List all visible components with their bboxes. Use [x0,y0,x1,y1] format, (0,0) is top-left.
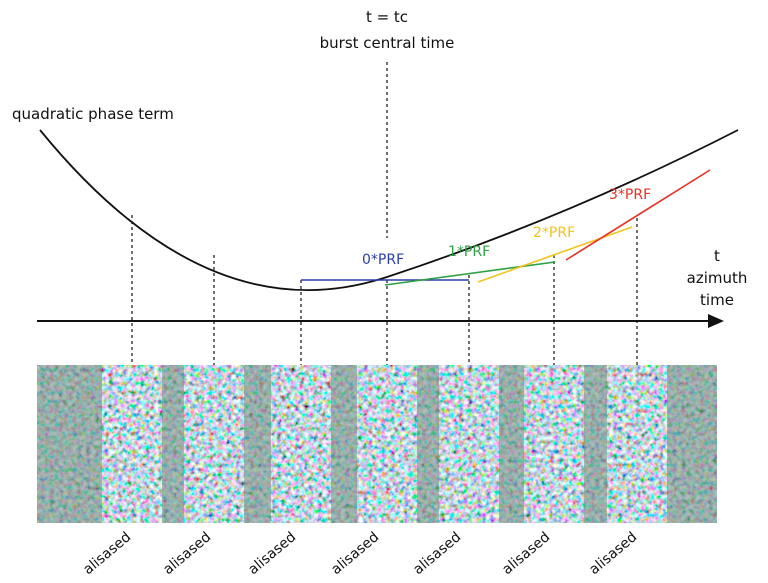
axis-label-azimuth: azimuth [687,269,748,287]
bottom-label-3: alisased [245,529,299,578]
bottom-label-1: alisased [80,529,134,578]
bottom-label-2: alisased [160,529,214,578]
curve-label: quadratic phase term [12,105,174,123]
bottom-label-7: alisased [586,529,640,578]
prf-segment-2 [477,226,633,283]
time-axis-arrowhead [708,314,724,328]
axis-label-t: t [714,247,720,265]
prf-label-2: 2*PRF [533,225,575,241]
noise-panel-texture [37,365,717,523]
bottom-label-6: alisased [499,529,553,578]
prf-label-0: 0*PRF [362,252,404,268]
sample-dashed-lines [131,215,638,365]
bottom-label-4: alisased [328,529,382,578]
prf-label-1: 1*PRF [448,244,490,260]
prf-segment-1 [384,261,556,286]
bottom-labels: alisased alisased alisased alisased alis… [80,529,640,578]
axis-label-time: time [700,291,734,309]
center-label-bottom: burst central time [320,34,455,52]
quadratic-phase-curve [39,129,739,291]
prf-segment-3 [565,169,711,261]
prf-label-3: 3*PRF [609,187,651,203]
center-label-top: t = tc [366,8,408,26]
bottom-label-5: alisased [410,529,464,578]
